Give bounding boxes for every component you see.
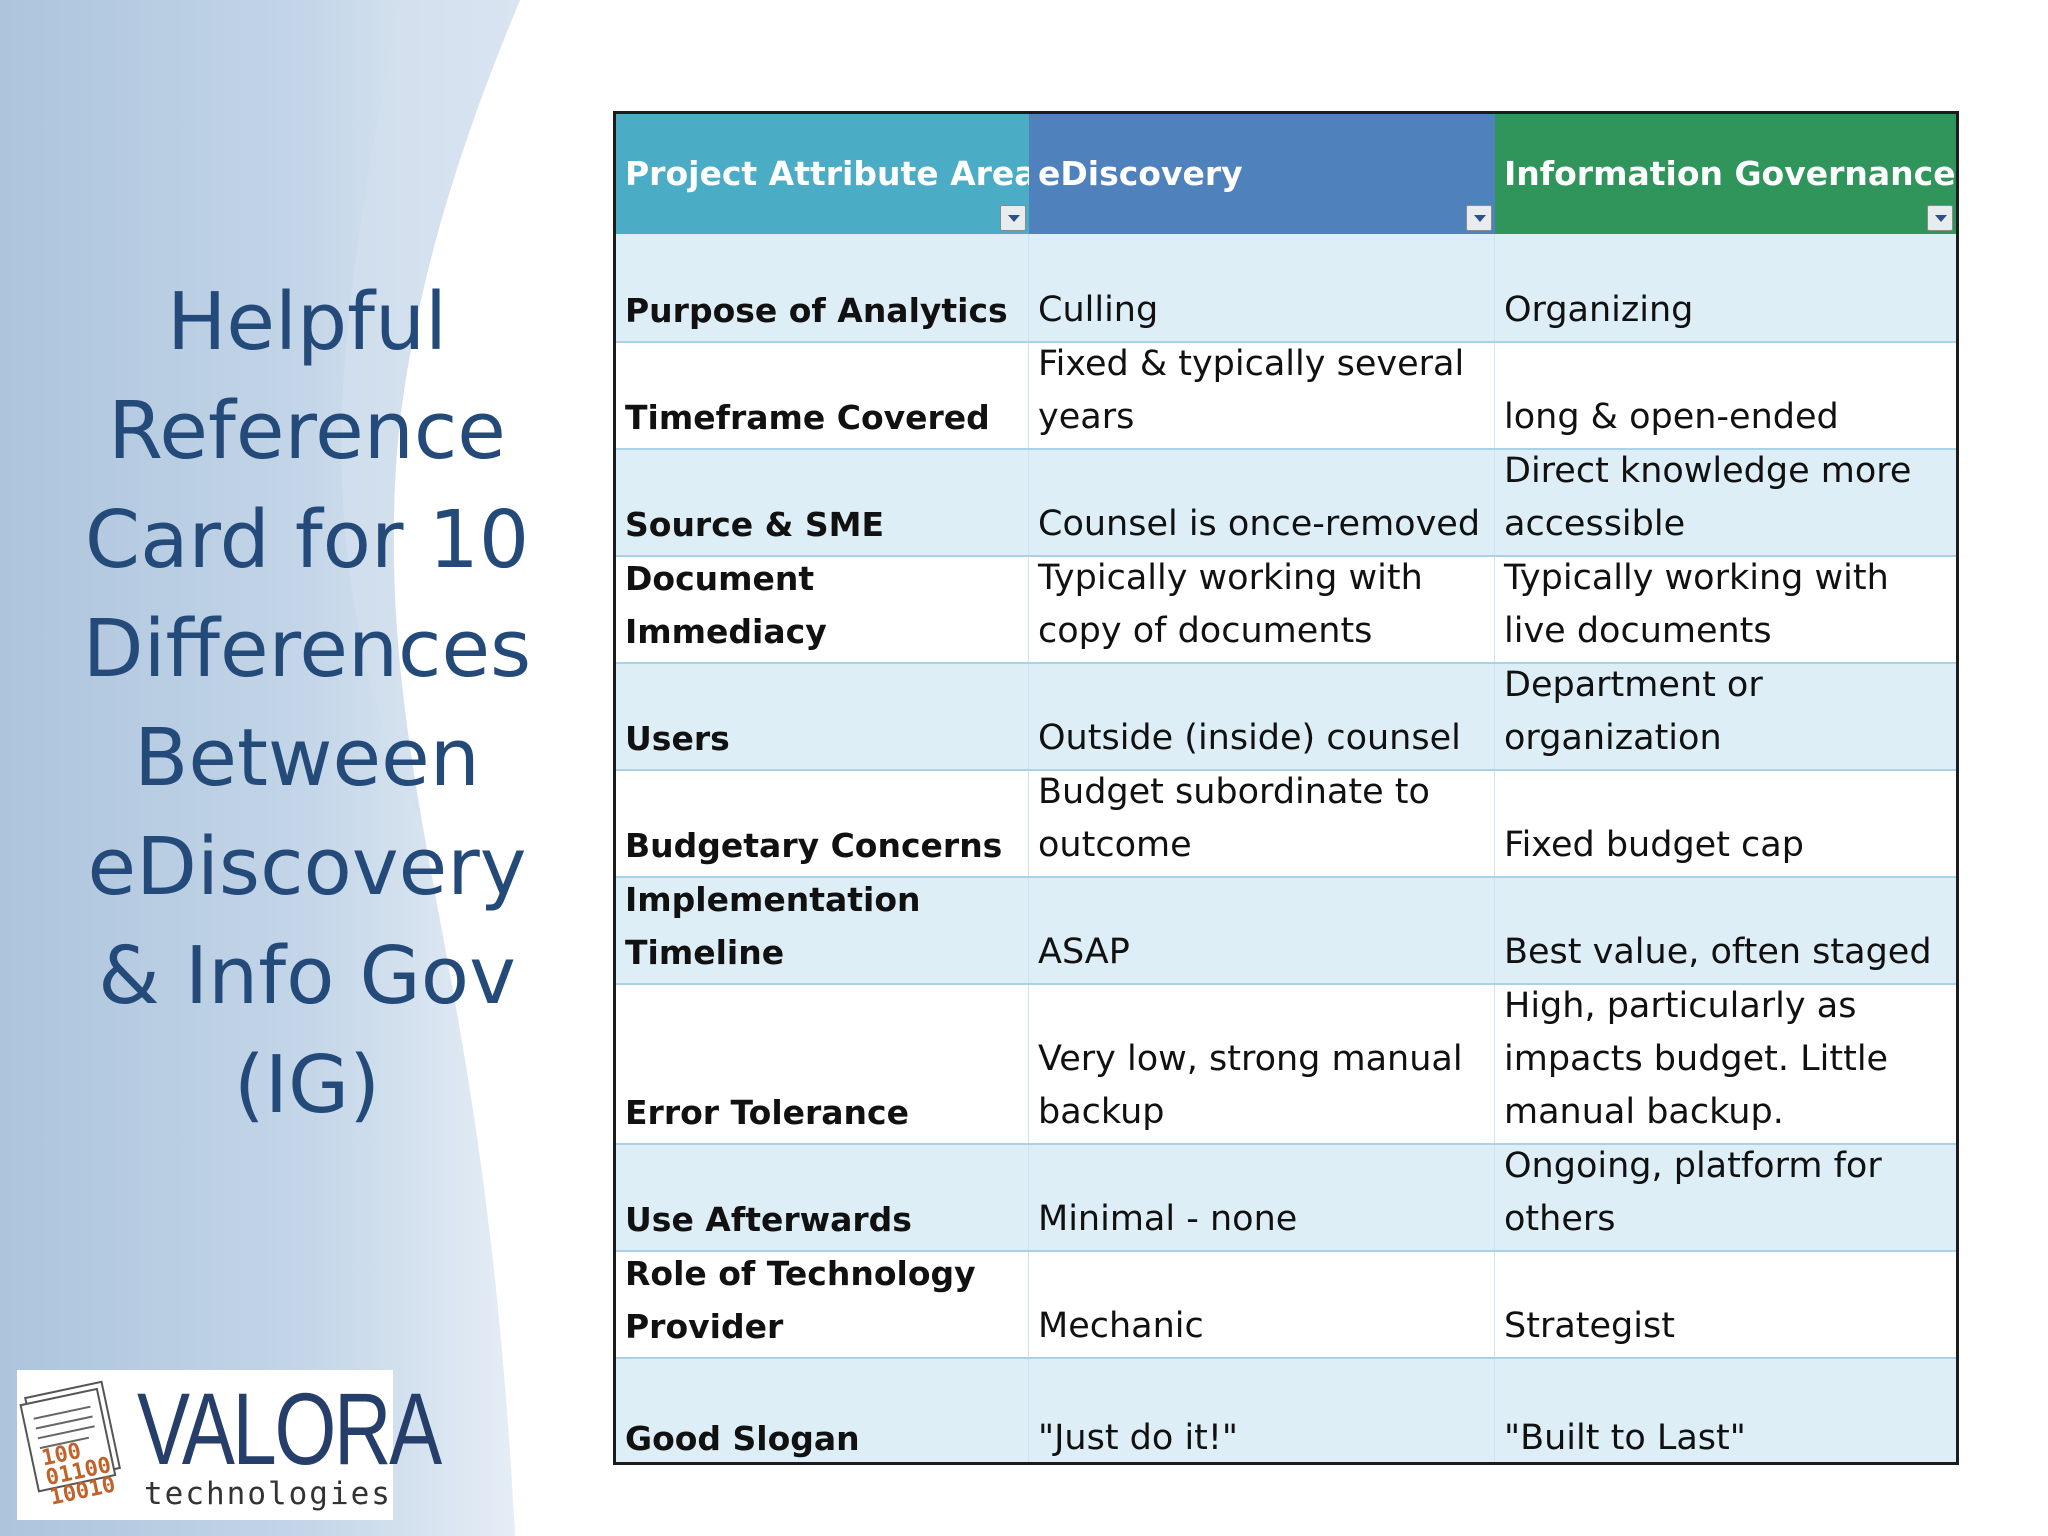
table-row: Error Tolerance Very low, strong manual … xyxy=(616,985,1956,1145)
row-attribute: Timeframe Covered xyxy=(616,343,1029,448)
ig-value: Department or organization xyxy=(1504,665,1763,758)
table-row: Implementation Timeline ASAP Best value,… xyxy=(616,878,1956,985)
header-project-attribute-area: Project Attribute Area xyxy=(616,114,1029,234)
logo-binary-digits: 100 01100 10010 xyxy=(39,1438,118,1511)
title-line: Between xyxy=(134,712,480,804)
filter-dropdown-icon[interactable] xyxy=(1000,205,1026,231)
title-line: (IG) xyxy=(233,1039,381,1131)
header-information-governance: Information Governance xyxy=(1495,114,1956,234)
header-label: Information Governance xyxy=(1504,154,1956,193)
header-label: Project Attribute Area xyxy=(625,154,1029,193)
ediscovery-value: ASAP xyxy=(1029,878,1495,983)
ig-value: Typically working with live documents xyxy=(1504,558,1889,651)
title-line: & Info Gov xyxy=(98,930,516,1022)
row-attribute: Purpose of Analytics xyxy=(616,234,1029,341)
table-row: Budgetary Concerns Budget subordinate to… xyxy=(616,771,1956,878)
ediscovery-value: Counsel is once-removed xyxy=(1029,450,1495,555)
ig-value: Organizing xyxy=(1504,290,1694,330)
logo-wordmark: VALORA xyxy=(137,1372,442,1486)
row-attribute: Budgetary Concerns xyxy=(616,771,1029,876)
ediscovery-value: Culling xyxy=(1029,234,1495,341)
ediscovery-value: Budget subordinate to outcome xyxy=(1029,771,1495,876)
ediscovery-value: "Just do it!" xyxy=(1029,1359,1495,1462)
ig-value: Best value, often staged xyxy=(1504,932,1932,972)
title-line: Reference xyxy=(108,385,506,477)
ig-value: long & open-ended xyxy=(1504,397,1839,437)
slide-title: Helpful Reference Card for 10 Difference… xyxy=(82,268,532,1140)
logo-tagline: technologies xyxy=(144,1476,392,1512)
ediscovery-value: Minimal - none xyxy=(1029,1145,1495,1250)
filter-dropdown-icon[interactable] xyxy=(1927,205,1953,231)
header-label: eDiscovery xyxy=(1038,154,1243,193)
header-ediscovery: eDiscovery xyxy=(1029,114,1495,234)
table-row: Good Slogan "Just do it!" "Built to Last… xyxy=(616,1359,1956,1462)
row-attribute: Good Slogan xyxy=(616,1359,1029,1462)
table-row: Timeframe Covered Fixed & typically seve… xyxy=(616,343,1956,450)
title-line: Differences xyxy=(82,603,532,695)
filter-dropdown-icon[interactable] xyxy=(1466,205,1492,231)
ediscovery-value: Typically working with copy of documents xyxy=(1029,557,1495,662)
ediscovery-value: Fixed & typically several years xyxy=(1029,343,1495,448)
row-attribute: Use Afterwards xyxy=(616,1145,1029,1250)
row-attribute: Role of Technology Provider xyxy=(616,1252,1029,1357)
table-row: Source & SME Counsel is once-removed Dir… xyxy=(616,450,1956,557)
table-row: Users Outside (inside) counsel Departmen… xyxy=(616,664,1956,771)
comparison-table: Project Attribute Area eDiscovery Inform… xyxy=(613,111,1959,1465)
table-row: Document Immediacy Typically working wit… xyxy=(616,557,1956,664)
title-line: eDiscovery xyxy=(87,821,527,913)
ig-value: High, particularly as impacts budget. Li… xyxy=(1504,986,1889,1132)
row-attribute: Source & SME xyxy=(616,450,1029,555)
ig-value: Fixed budget cap xyxy=(1504,825,1804,865)
table-row: Purpose of Analytics Culling Organizing xyxy=(616,234,1956,343)
document-stack-icon xyxy=(19,1380,122,1493)
row-attribute: Error Tolerance xyxy=(616,985,1029,1143)
row-attribute: Users xyxy=(616,664,1029,769)
table-row: Use Afterwards Minimal - none Ongoing, p… xyxy=(616,1145,1956,1252)
ediscovery-value: Mechanic xyxy=(1029,1252,1495,1357)
valora-logo: 100 01100 10010 VALORA technologies xyxy=(17,1370,442,1520)
table-row: Role of Technology Provider Mechanic Str… xyxy=(616,1252,1956,1359)
ediscovery-value: Very low, strong manual backup xyxy=(1029,985,1495,1143)
title-line: Helpful xyxy=(167,276,447,368)
ig-value: Ongoing, platform for others xyxy=(1504,1146,1882,1239)
ig-value: "Built to Last" xyxy=(1504,1418,1746,1458)
ediscovery-value: Outside (inside) counsel xyxy=(1029,664,1495,769)
title-line: Card for 10 xyxy=(84,494,530,586)
ig-value: Strategist xyxy=(1504,1306,1675,1346)
row-attribute: Document Immediacy xyxy=(616,557,1029,662)
slide-decoration xyxy=(0,0,520,1536)
table-header-row: Project Attribute Area eDiscovery Inform… xyxy=(616,114,1956,234)
row-attribute: Implementation Timeline xyxy=(616,878,1029,983)
ig-value: Direct knowledge more accessible xyxy=(1504,451,1912,544)
